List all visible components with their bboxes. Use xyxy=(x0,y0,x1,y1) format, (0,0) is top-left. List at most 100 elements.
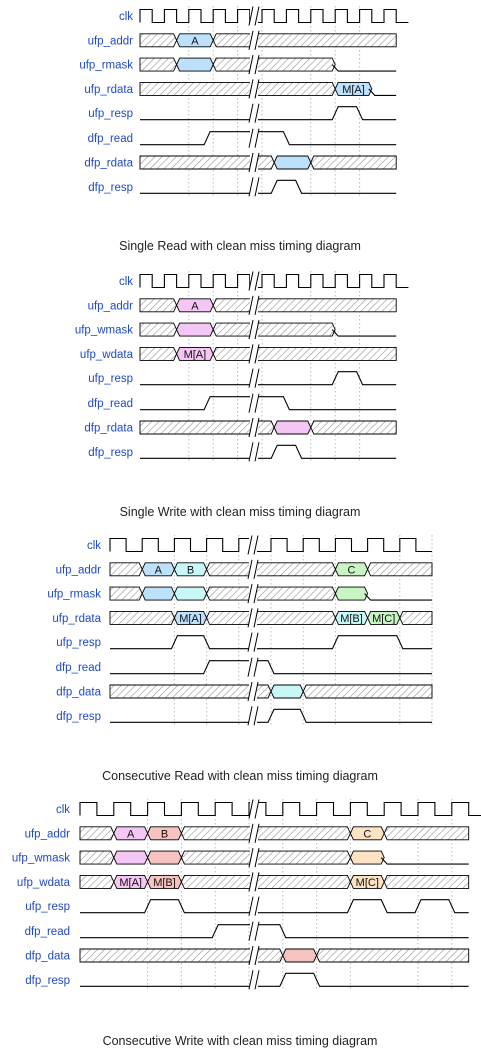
bus-value-label: A xyxy=(155,564,163,576)
bus-dontcare xyxy=(367,562,433,577)
time-break-marker xyxy=(248,872,260,892)
time-break-gap xyxy=(250,154,258,171)
bus-dontcare xyxy=(399,610,433,625)
time-break-marker xyxy=(248,393,260,413)
clock-waveform xyxy=(139,273,409,289)
bus-dontcare xyxy=(139,33,178,48)
binary-waveform xyxy=(140,396,397,411)
time-break-marker xyxy=(248,921,260,941)
time-break-gap xyxy=(249,683,257,700)
time-break-gap xyxy=(250,394,258,412)
signal-label: dfp_read xyxy=(88,133,133,145)
time-break-marker xyxy=(247,559,259,579)
bus-value xyxy=(176,322,214,337)
time-break-marker xyxy=(247,608,259,628)
signal-label: ufp_wmask xyxy=(75,325,133,337)
time-break-gap xyxy=(250,971,258,989)
time-break-marker xyxy=(248,847,260,868)
time-break-marker xyxy=(248,6,260,26)
bus-value xyxy=(273,155,312,170)
time-break-marker xyxy=(247,681,259,702)
time-break-gap xyxy=(249,560,257,578)
bus-dontcare xyxy=(383,826,470,841)
bus-dontcare xyxy=(79,874,115,889)
diagram-caption: Consecutive Read with clean miss timing … xyxy=(102,769,378,783)
bus-dontcare xyxy=(206,610,336,625)
signal-label: dfp_rdata xyxy=(84,158,133,170)
time-break-marker xyxy=(248,799,260,819)
bus-dontcare xyxy=(383,874,470,889)
time-break-gap xyxy=(250,56,258,74)
bus-dontcare xyxy=(212,57,336,72)
binary-waveform xyxy=(80,972,469,987)
bus-value-label: A xyxy=(191,35,199,47)
bus-dontcare xyxy=(310,420,397,435)
bus-value-label: M[C] xyxy=(356,877,379,889)
bus-dontcare xyxy=(109,610,175,625)
bus-value-label: A xyxy=(191,300,199,312)
bus-value-label: M[A] xyxy=(179,613,202,625)
time-break-marker xyxy=(248,152,260,173)
signal-label: clk xyxy=(119,276,133,288)
bus-value xyxy=(147,850,182,865)
time-break-gap xyxy=(250,345,258,363)
signal-label: dfp_data xyxy=(25,951,70,963)
idle-line xyxy=(368,88,397,96)
time-break-gap xyxy=(249,585,257,603)
signal-label: dfp_rdata xyxy=(84,423,133,435)
binary-waveform xyxy=(110,708,432,723)
bus-value-label: B xyxy=(161,828,168,840)
signal-label: ufp_wdata xyxy=(17,877,71,889)
bus-dontcare xyxy=(310,155,397,170)
diagram-caption: Consecutive Write with clean miss timing… xyxy=(103,1034,378,1048)
time-break-marker xyxy=(248,823,260,843)
time-break-gap xyxy=(250,897,258,915)
bus-value xyxy=(349,850,385,865)
bus-dontcare xyxy=(302,684,433,699)
clock-waveform xyxy=(109,537,432,553)
time-break-marker xyxy=(248,103,260,123)
bus-value-label: M[A] xyxy=(342,84,365,96)
time-break-marker xyxy=(248,970,260,990)
time-break-gap xyxy=(249,707,257,725)
bus-value xyxy=(176,57,214,72)
time-break-gap xyxy=(250,922,258,940)
time-break-gap xyxy=(250,419,258,436)
bus-value-label: B xyxy=(187,564,194,576)
clock-waveform xyxy=(79,801,481,817)
time-break-gap xyxy=(250,849,258,867)
bus-dontcare xyxy=(139,81,336,96)
time-break-gap xyxy=(249,633,257,651)
time-break-gap xyxy=(250,178,258,196)
time-break-marker xyxy=(248,368,260,388)
signal-label: ufp_rmask xyxy=(47,589,101,601)
binary-waveform xyxy=(140,179,397,194)
bus-value xyxy=(270,684,304,699)
time-break-gap xyxy=(250,824,258,842)
time-break-marker xyxy=(248,442,260,462)
time-break-gap xyxy=(250,104,258,122)
time-break-gap xyxy=(250,31,258,49)
bus-dontcare xyxy=(212,33,397,48)
time-break-gap xyxy=(249,609,257,627)
signal-label: dfp_resp xyxy=(25,975,70,987)
time-break-marker xyxy=(248,295,260,315)
bus-value xyxy=(273,420,312,435)
bus-value xyxy=(282,948,318,963)
signal-label: ufp_addr xyxy=(88,300,134,312)
bus-value-label: C xyxy=(348,564,356,576)
bus-value-label: M[A] xyxy=(119,877,142,889)
binary-waveform xyxy=(110,635,432,650)
signal-label: ufp_wmask xyxy=(12,853,70,865)
time-break-gap xyxy=(250,272,258,290)
signal-label: dfp_resp xyxy=(88,447,133,459)
signal-label: dfp_read xyxy=(88,398,133,410)
signal-label: dfp_read xyxy=(25,926,70,938)
bus-value xyxy=(334,586,369,601)
bus-dontcare xyxy=(180,826,351,841)
bus-dontcare xyxy=(316,948,470,963)
time-break-gap xyxy=(250,369,258,387)
time-break-marker xyxy=(248,128,260,148)
time-break-marker xyxy=(247,535,259,555)
